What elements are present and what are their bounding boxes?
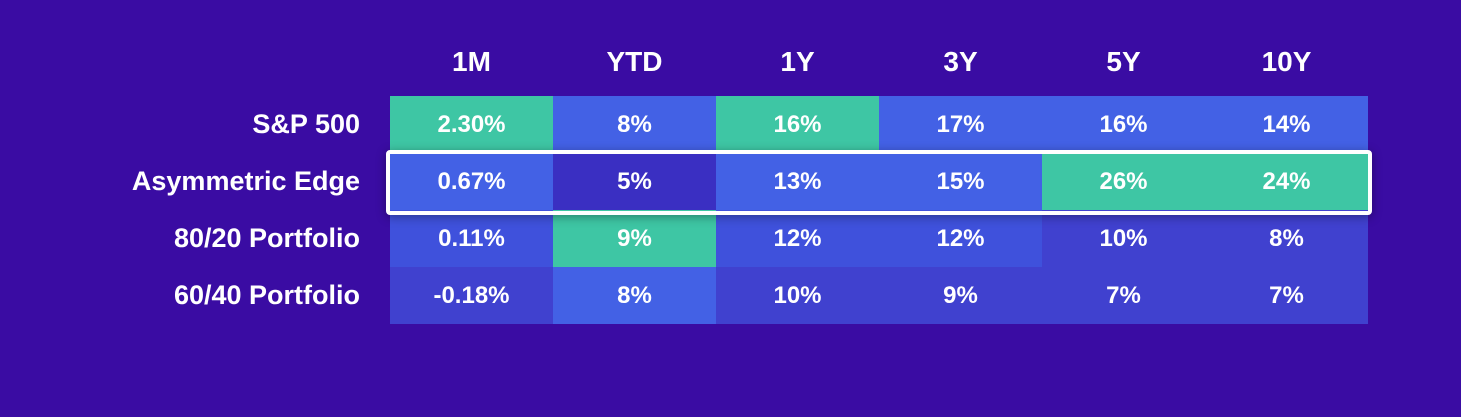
- column-header-ytd: YTD: [606, 46, 663, 77]
- value-cell: 16%: [716, 96, 879, 153]
- value-cell: 16%: [1042, 96, 1205, 153]
- value-cell: 13%: [716, 153, 879, 210]
- value-cell: 9%: [879, 267, 1042, 324]
- value-cell: 24%: [1205, 153, 1368, 210]
- column-header-1m: 1M: [452, 46, 491, 77]
- value-cell: 10%: [1042, 210, 1205, 267]
- row-label: 60/40 Portfolio: [173, 280, 360, 310]
- value-cell: 0.67%: [390, 153, 553, 210]
- column-header-5y: 5Y: [1106, 46, 1141, 77]
- row-label: S&P 500: [252, 109, 360, 139]
- value-cell: 8%: [553, 96, 716, 153]
- value-cell: 9%: [553, 210, 716, 267]
- value-cell: -0.18%: [390, 267, 553, 324]
- value-cell: 10%: [716, 267, 879, 324]
- column-header-1y: 1Y: [780, 46, 815, 77]
- value-cell: 8%: [1205, 210, 1368, 267]
- value-cell: 0.11%: [390, 210, 553, 267]
- row-label: Asymmetric Edge: [131, 166, 360, 196]
- value-cell: 12%: [716, 210, 879, 267]
- value-cell: 26%: [1042, 153, 1205, 210]
- value-cell: 7%: [1205, 267, 1368, 324]
- value-cell: 5%: [553, 153, 716, 210]
- column-header-10y: 10Y: [1261, 46, 1312, 77]
- value-cell: 12%: [879, 210, 1042, 267]
- value-cell: 15%: [879, 153, 1042, 210]
- row-label: 80/20 Portfolio: [173, 223, 360, 253]
- value-cell: 8%: [553, 267, 716, 324]
- value-cell: 7%: [1042, 267, 1205, 324]
- value-cell: 14%: [1205, 96, 1368, 153]
- column-header-3y: 3Y: [943, 46, 978, 77]
- value-cell: 2.30%: [390, 96, 553, 153]
- value-cell: 17%: [879, 96, 1042, 153]
